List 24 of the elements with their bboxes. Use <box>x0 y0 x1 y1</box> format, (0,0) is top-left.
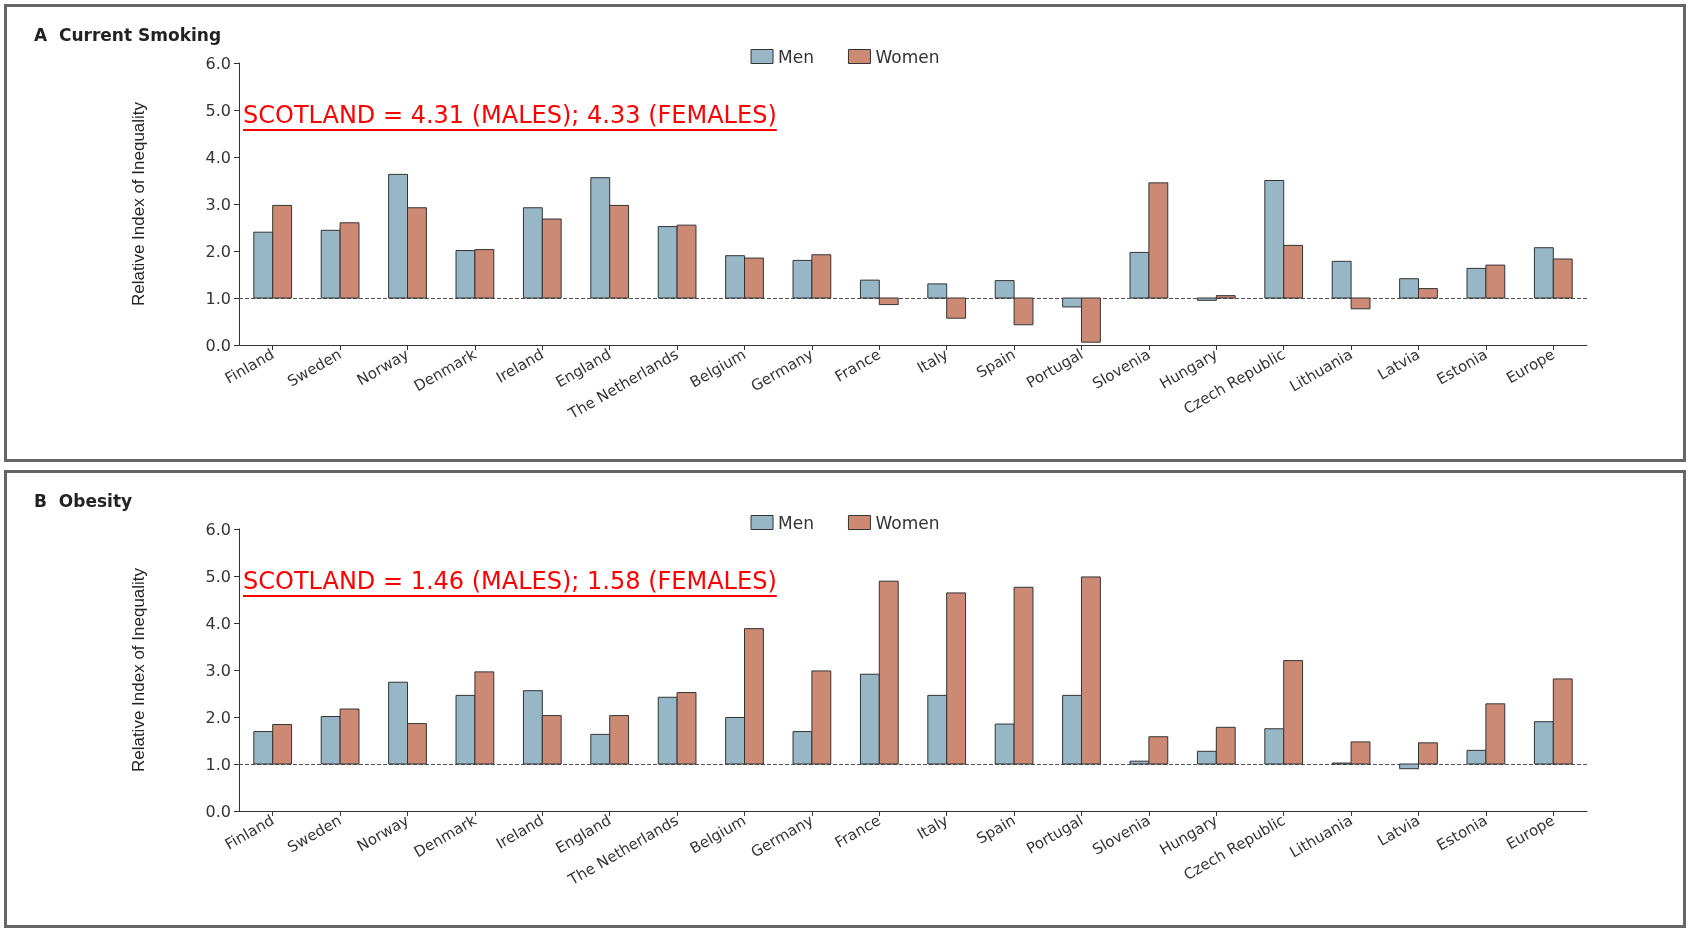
legend-label: Women <box>875 46 940 67</box>
y-tick-label: 2.0 <box>205 707 231 727</box>
legend-label: Women <box>875 512 940 533</box>
text: B Obesity <box>34 490 133 511</box>
y-tick-label: 1.0 <box>205 754 231 774</box>
chart-title: A Current Smoking <box>34 24 222 45</box>
y-tick-label: 1.0 <box>205 288 231 308</box>
y-tick-label: 5.0 <box>205 566 231 586</box>
legend-label: Men <box>778 46 814 67</box>
y-tick-label: 6.0 <box>205 519 231 539</box>
x-tick-label: Italy <box>914 345 952 378</box>
y-tick-label: 5.0 <box>205 100 231 120</box>
y-axis-title: Relative Index of Inequality <box>129 567 148 773</box>
y-tick-label: 2.0 <box>205 241 231 261</box>
y-tick-label: 3.0 <box>205 194 231 214</box>
annotation: SCOTLAND = 4.31 (MALES); 4.33 (FEMALES) <box>243 101 777 129</box>
x-tick-label: Italy <box>914 811 952 844</box>
annotation: SCOTLAND = 1.46 (MALES); 1.58 (FEMALES) <box>243 567 777 595</box>
legend-label: Men <box>778 512 814 533</box>
y-axis-title: Relative Index of Inequality <box>129 101 148 307</box>
y-tick-label: 4.0 <box>205 147 231 167</box>
y-tick-label: 6.0 <box>205 53 231 73</box>
y-tick-label: 4.0 <box>205 613 231 633</box>
y-tick-label: 3.0 <box>205 660 231 680</box>
